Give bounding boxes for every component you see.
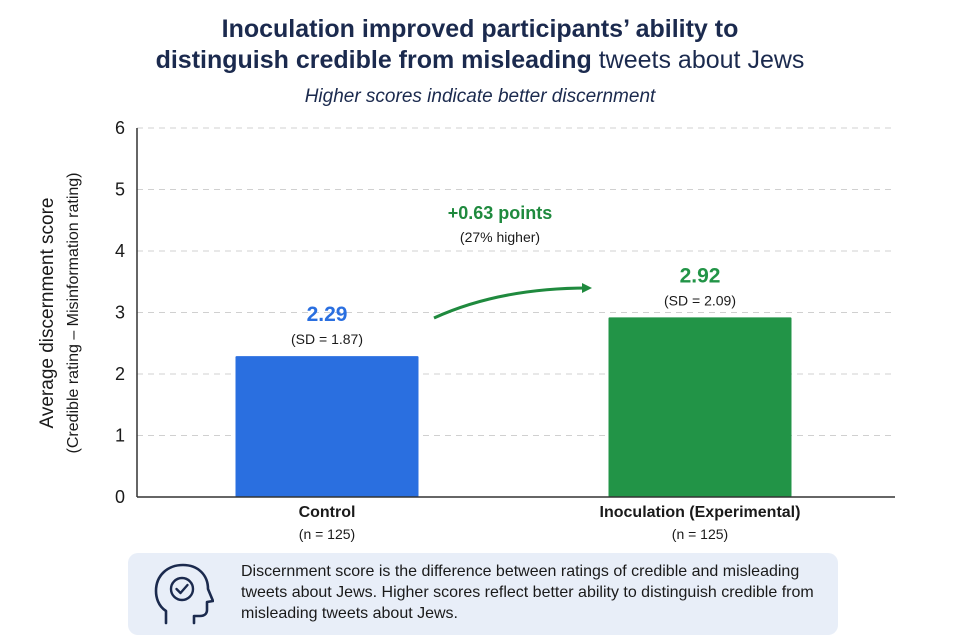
bars: [235, 317, 792, 497]
value-label: 2.92: [680, 264, 721, 287]
y-tick-label: 0: [115, 487, 125, 507]
y-axis-label: Average discernment score: [37, 198, 58, 429]
y-tick-label: 2: [115, 364, 125, 384]
explanation-note: Discernment score is the difference betw…: [128, 553, 838, 635]
sd-label: (SD = 1.87): [291, 331, 363, 347]
value-label: 2.29: [307, 303, 348, 326]
y-tick-label: 1: [115, 426, 125, 446]
difference-percent-label: (27% higher): [460, 229, 540, 245]
head-checkmark-icon: [152, 561, 215, 627]
y-tick-label: 4: [115, 241, 125, 261]
chart-title-light-part: tweets about Jews: [598, 46, 805, 74]
category-label: Control: [299, 504, 356, 521]
sd-label: (SD = 2.09): [664, 292, 736, 308]
y-tick-labels: 0 1 2 3 4 5 6: [115, 118, 125, 507]
bar-control: [235, 356, 419, 497]
difference-arrow: [433, 283, 592, 320]
difference-label: +0.63 points: [448, 203, 553, 223]
category-n-label: (n = 125): [672, 526, 728, 542]
explanation-text: Discernment score is the difference betw…: [241, 563, 814, 622]
x-category-labels: Control (n = 125) Inoculation (Experimenta…: [299, 504, 801, 542]
chart-title-bold-part: distinguish credible from misleading: [155, 46, 592, 74]
category-n-label: (n = 125): [299, 526, 355, 542]
chart-title-line1: Inoculation improved participants’ abili…: [221, 15, 739, 43]
bar-chart: 0 1 2 3 4 5 6 2.29 (SD = 1.87) 2.92 (SD = 2.09) C…: [37, 118, 895, 542]
y-tick-label: 5: [115, 180, 125, 200]
category-label: Inoculation (Experimental): [600, 504, 801, 521]
chart-title-line2: distinguish credible from misleading twe…: [0, 45, 960, 76]
y-axis-sublabel: (Credible rating – Misinformation rating…: [65, 173, 82, 454]
y-tick-label: 3: [115, 303, 125, 323]
y-tick-label: 6: [115, 118, 125, 138]
chart-subtitle: Higher scores indicate better discernmen…: [304, 86, 656, 107]
data-labels: 2.29 (SD = 1.87) 2.92 (SD = 2.09): [291, 264, 736, 347]
bar-inoculation: [608, 317, 792, 497]
